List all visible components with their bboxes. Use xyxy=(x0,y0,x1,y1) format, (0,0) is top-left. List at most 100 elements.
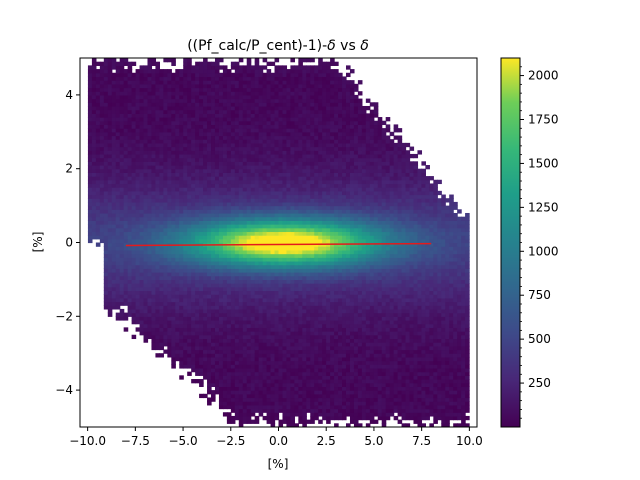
heatmap-cell xyxy=(262,161,268,166)
heatmap-cell xyxy=(318,150,323,155)
heatmap-cell xyxy=(214,102,220,107)
heatmap-cell xyxy=(218,91,224,96)
heatmap-cell xyxy=(211,113,216,118)
heatmap-cell xyxy=(246,216,252,221)
heatmap-cell xyxy=(286,76,292,81)
heatmap-cell xyxy=(222,246,228,251)
heatmap-cell xyxy=(183,268,188,273)
heatmap-cell xyxy=(222,319,228,325)
heatmap-cell xyxy=(226,301,232,306)
heatmap-cell xyxy=(207,94,212,100)
heatmap-cell xyxy=(302,367,307,373)
heatmap-cell xyxy=(111,286,117,292)
heatmap-cell xyxy=(119,168,125,173)
heatmap-cell xyxy=(183,117,188,122)
heatmap-cell xyxy=(115,294,121,299)
heatmap-cell xyxy=(199,349,204,354)
heatmap-cell xyxy=(135,216,141,221)
heatmap-cell xyxy=(151,80,157,85)
heatmap-cell xyxy=(87,146,93,151)
heatmap-cell xyxy=(290,131,295,137)
heatmap-cell xyxy=(191,176,196,181)
heatmap-cell xyxy=(127,61,133,66)
heatmap-cell xyxy=(310,231,315,236)
heatmap-cell xyxy=(183,356,188,362)
heatmap-cell xyxy=(119,268,125,273)
heatmap-cell xyxy=(286,194,292,199)
heatmap-cell xyxy=(214,290,220,295)
heatmap-cell xyxy=(214,194,220,199)
heatmap-cell xyxy=(310,131,315,137)
heatmap-cell xyxy=(270,131,276,137)
heatmap-cell xyxy=(262,390,268,395)
heatmap-cell xyxy=(179,308,184,314)
heatmap-cell xyxy=(230,150,236,155)
heatmap-cell xyxy=(274,179,280,185)
heatmap-cell xyxy=(191,117,196,122)
heatmap-cell xyxy=(274,120,280,126)
heatmap-cell xyxy=(135,76,141,81)
heatmap-cell xyxy=(155,216,160,221)
heatmap-cell xyxy=(115,120,121,126)
heatmap-cell xyxy=(294,131,299,137)
heatmap-cell xyxy=(282,176,288,181)
heatmap-cell xyxy=(99,190,105,196)
heatmap-cell xyxy=(274,98,280,103)
heatmap-cell xyxy=(175,139,180,144)
heatmap-cell xyxy=(99,131,105,137)
heatmap-cell xyxy=(262,323,268,328)
heatmap-cell xyxy=(294,183,299,188)
heatmap-cell xyxy=(151,113,157,118)
heatmap-cell xyxy=(254,408,260,413)
heatmap-cell xyxy=(214,172,220,177)
heatmap-cell xyxy=(310,161,315,166)
heatmap-cell xyxy=(254,345,260,351)
heatmap-cell xyxy=(246,375,252,380)
heatmap-cell xyxy=(214,319,220,325)
heatmap-cell xyxy=(87,205,93,210)
heatmap-cell xyxy=(306,379,311,384)
heatmap-cell xyxy=(151,257,157,262)
heatmap-cell xyxy=(254,323,260,328)
heatmap-cell xyxy=(246,142,252,148)
heatmap-cell xyxy=(222,283,228,288)
heatmap-cell xyxy=(246,146,252,151)
heatmap-cell xyxy=(286,415,292,421)
heatmap-cell xyxy=(187,308,192,314)
heatmap-cell xyxy=(107,283,113,288)
heatmap-cell xyxy=(266,61,272,66)
heatmap-cell xyxy=(226,246,232,251)
heatmap-cell xyxy=(187,168,192,173)
heatmap-cell xyxy=(274,327,280,332)
heatmap-cell xyxy=(159,113,164,118)
heatmap-cell xyxy=(226,205,232,210)
heatmap-cell xyxy=(226,224,232,229)
heatmap-cell xyxy=(262,212,268,218)
heatmap-cell xyxy=(242,69,248,74)
heatmap-cell xyxy=(242,135,248,140)
heatmap-cell xyxy=(238,209,244,214)
heatmap-cell xyxy=(318,257,323,262)
heatmap-cell xyxy=(258,224,264,229)
heatmap-cell xyxy=(298,220,303,225)
heatmap-cell xyxy=(159,117,164,122)
heatmap-cell xyxy=(139,205,145,210)
heatmap-cell xyxy=(218,172,224,177)
heatmap-cell xyxy=(171,165,176,170)
heatmap-cell xyxy=(218,327,224,332)
heatmap-cell xyxy=(207,124,212,129)
heatmap-cell xyxy=(270,331,276,336)
heatmap-cell xyxy=(103,176,109,181)
heatmap-cell xyxy=(262,76,268,81)
heatmap-cell xyxy=(179,216,184,221)
heatmap-cell xyxy=(167,124,172,129)
heatmap-cell xyxy=(318,379,323,384)
heatmap-cell xyxy=(111,113,117,118)
heatmap-cell xyxy=(175,253,180,258)
heatmap-cell xyxy=(163,146,168,151)
heatmap-cell xyxy=(258,408,264,413)
heatmap-cell xyxy=(226,227,232,233)
heatmap-cell xyxy=(191,65,196,70)
heatmap-cell xyxy=(187,124,192,129)
heatmap-cell xyxy=(278,65,284,70)
